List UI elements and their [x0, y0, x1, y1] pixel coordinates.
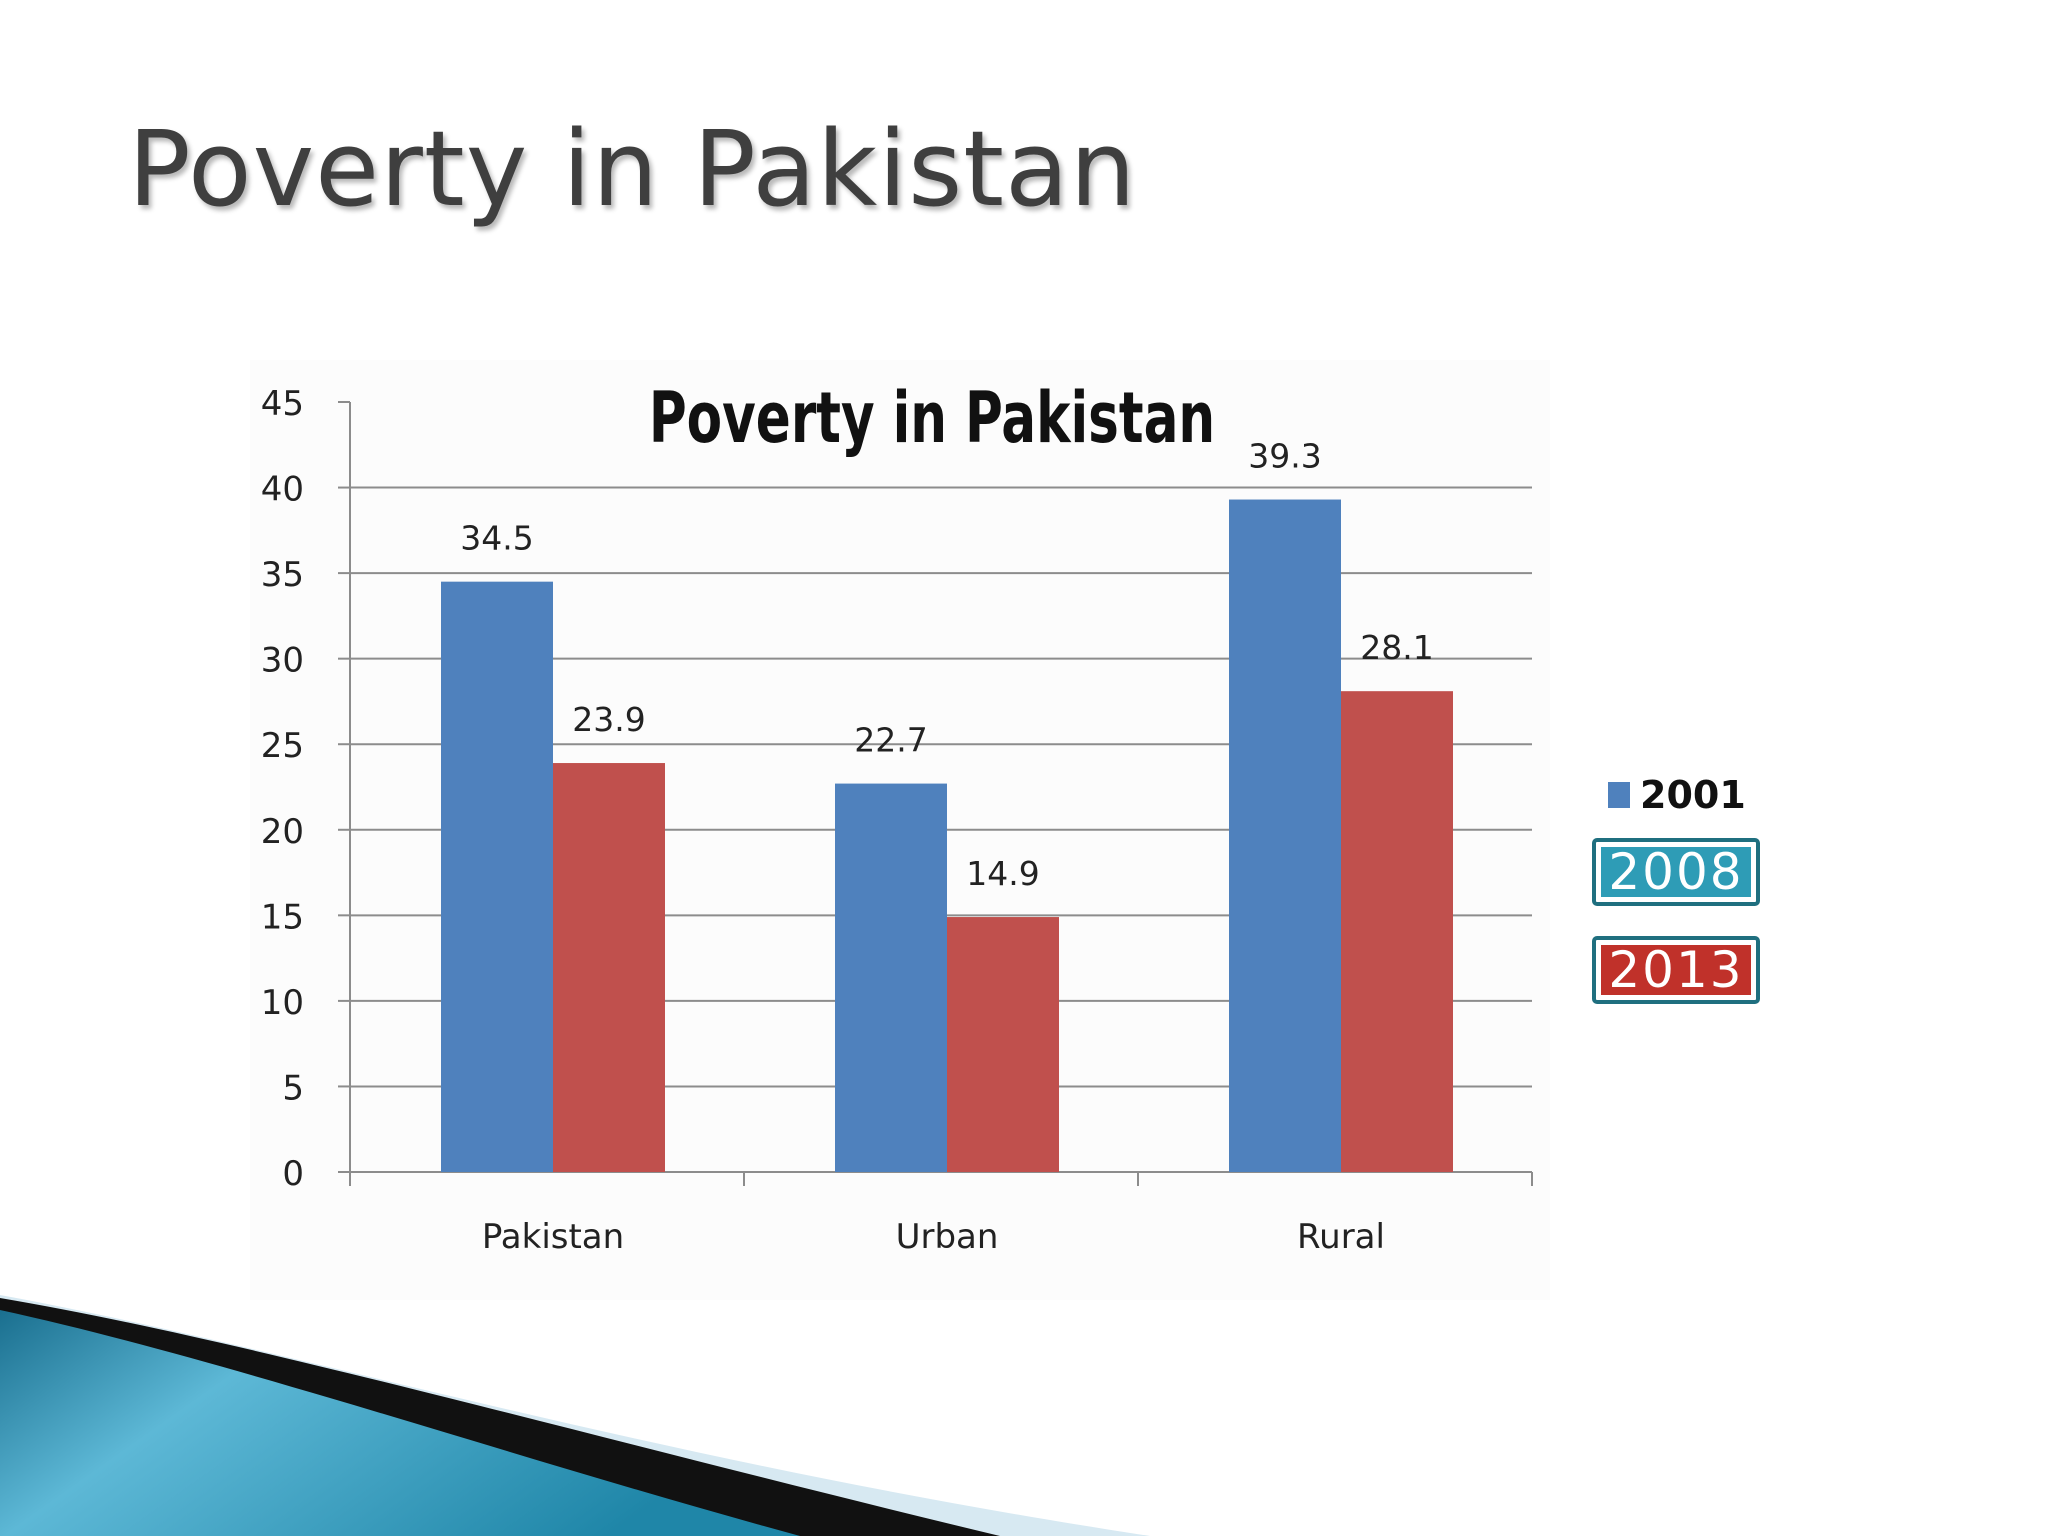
y-tick-label: 0: [282, 1154, 304, 1194]
bar-pakistan-series-1: [553, 763, 665, 1172]
y-tick-label: 25: [261, 726, 304, 766]
bar-urban-series-1: [947, 917, 1059, 1172]
legend-label-2001: 2001: [1640, 773, 1746, 817]
x-tick-label-rural: Rural: [1297, 1217, 1385, 1257]
data-label: 14.9: [966, 854, 1039, 893]
data-label: 34.5: [460, 519, 533, 558]
legend-box-2013: 2013: [1592, 936, 1760, 1004]
bar-pakistan-series-0: [441, 581, 553, 1172]
bar-rural-series-0: [1229, 499, 1341, 1172]
y-tick-label: 35: [261, 555, 304, 595]
bar-urban-series-0: [835, 783, 947, 1172]
data-label: 28.1: [1360, 628, 1433, 667]
y-tick-label: 10: [261, 983, 304, 1023]
x-tick-label-urban: Urban: [896, 1217, 999, 1257]
y-tick-label: 45: [261, 384, 304, 424]
data-label: 22.7: [854, 721, 927, 760]
legend-box-2013-label: 2013: [1599, 941, 1753, 999]
y-tick-label: 5: [282, 1068, 304, 1108]
legend-box-2008: 2008: [1592, 838, 1760, 906]
y-tick-label: 15: [261, 897, 304, 937]
y-tick-label: 20: [261, 812, 304, 852]
legend-swatch-2001: [1608, 782, 1630, 808]
bar-rural-series-1: [1341, 691, 1453, 1172]
x-tick-label-pakistan: Pakistan: [482, 1217, 624, 1257]
data-label: 39.3: [1248, 437, 1321, 476]
data-label: 23.9: [572, 700, 645, 739]
chart-title: Poverty in Pakistan: [649, 379, 1215, 460]
y-tick-label: 30: [261, 641, 304, 681]
legend: 2001: [1608, 773, 1746, 817]
slide-title: Poverty in Pakistan: [128, 108, 1137, 230]
y-tick-label: 40: [261, 470, 304, 510]
legend-box-2008-label: 2008: [1599, 843, 1753, 901]
